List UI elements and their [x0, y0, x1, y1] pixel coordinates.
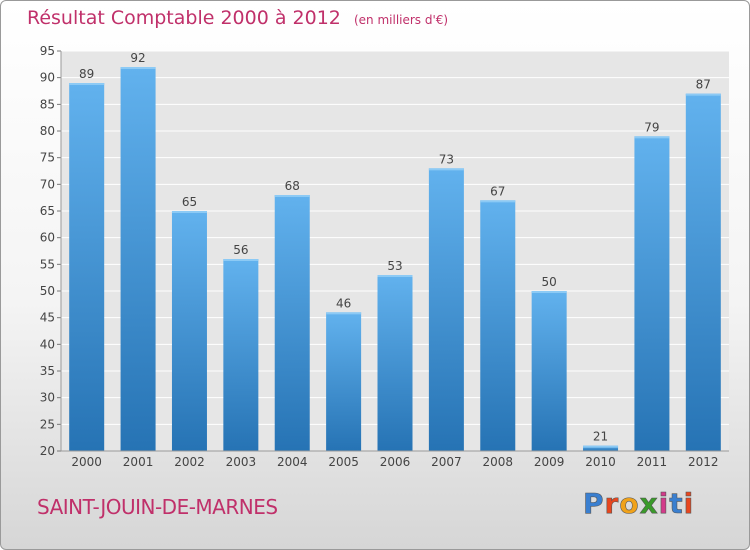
bar-value-label: 46 [336, 296, 351, 310]
bar-top-edge [531, 291, 567, 293]
y-tick-label: 65 [40, 204, 55, 218]
logo-letter: t [669, 487, 684, 521]
y-tick-label: 75 [40, 151, 55, 165]
y-tick-label: 90 [40, 71, 55, 85]
logo-letter: i [683, 487, 695, 521]
bar-top-edge [171, 211, 207, 213]
bar-value-label: 87 [696, 78, 711, 92]
x-tick-label: 2003 [226, 455, 257, 469]
y-tick-label: 30 [40, 391, 55, 405]
y-tick-label: 80 [40, 124, 55, 138]
bar-top-edge [428, 168, 464, 171]
y-tick-label: 85 [40, 97, 55, 111]
x-tick-label: 2006 [380, 455, 411, 469]
x-tick-label: 2012 [688, 455, 719, 469]
x-tick-label: 2011 [637, 455, 668, 469]
x-tick-label: 2009 [534, 455, 565, 469]
x-tick-label: 2002 [174, 455, 205, 469]
logo-letter: P [583, 487, 605, 521]
bar-2009 [531, 291, 567, 451]
y-tick-label: 55 [40, 257, 55, 271]
bar-2001 [120, 67, 156, 451]
y-tick-label: 95 [40, 44, 55, 58]
bar-value-label: 21 [593, 430, 608, 444]
bar-value-label: 67 [490, 184, 505, 198]
bar-top-edge [377, 275, 413, 277]
bar-2000 [69, 83, 105, 451]
bar-2011 [634, 136, 670, 452]
bar-2008 [480, 200, 516, 451]
bar-top-edge [480, 200, 516, 203]
chart-title: Résultat Comptable 2000 à 2012 (en milli… [27, 7, 448, 29]
y-tick-label: 50 [40, 284, 55, 298]
bar-value-label: 53 [387, 259, 402, 273]
bar-2003 [223, 259, 259, 451]
y-tick-label: 25 [40, 417, 55, 431]
x-axis: 2000 2001 2002 2003 2004 2005 2006 2007 2008 2009… [61, 450, 729, 469]
logo-letter: i [658, 487, 670, 521]
commune-name: SAINT-JOUIN-DE-MARNES [37, 495, 278, 519]
bar-top-edge [583, 445, 619, 448]
y-tick-label: 20 [40, 444, 55, 458]
bar-value-label: 79 [644, 120, 659, 134]
y-axis: 20 25 30 35 40 45 50 55 60 65 70 75 80 85 90 95 [40, 44, 62, 458]
bar-top-edge [634, 136, 670, 139]
x-tick-label: 2000 [71, 455, 102, 469]
x-tick-label: 2008 [482, 455, 513, 469]
bar-2007 [428, 168, 464, 452]
y-tick-label: 60 [40, 231, 55, 245]
y-tick-label: 70 [40, 177, 55, 191]
y-tick-label: 45 [40, 311, 55, 325]
bar-2012 [685, 93, 721, 452]
chart-unit-label: (en milliers d'€) [353, 13, 449, 27]
x-tick-label: 2005 [328, 455, 359, 469]
bar-top-edge [326, 312, 362, 315]
proxiti-logo: Proxiti [583, 487, 695, 521]
bar-2004 [274, 195, 310, 451]
bar-top-edge [223, 259, 259, 261]
y-tick-label: 35 [40, 364, 55, 378]
bar-2010 [583, 445, 619, 451]
bar-value-label: 92 [130, 51, 145, 65]
logo-letter: x [639, 487, 659, 521]
bar-top-edge [685, 93, 721, 96]
bar-value-label: 65 [182, 195, 197, 209]
bars: 89 92 65 56 68 46 53 73 67 50 21 79 87 [69, 51, 721, 452]
x-tick-label: 2010 [585, 455, 616, 469]
bar-value-label: 89 [79, 67, 94, 81]
bar-top-edge [120, 67, 156, 69]
y-tick-label: 40 [40, 337, 55, 351]
bar-value-label: 73 [439, 152, 454, 166]
bar-top-edge [274, 195, 310, 197]
x-tick-label: 2001 [123, 455, 154, 469]
logo-letter: o [619, 487, 640, 521]
bar-value-label: 56 [233, 243, 248, 257]
x-tick-label: 2007 [431, 455, 462, 469]
bar-2005 [326, 312, 362, 451]
x-tick-label: 2004 [277, 455, 308, 469]
chart-title-text: Résultat Comptable 2000 à 2012 [27, 7, 341, 29]
bar-value-label: 68 [285, 179, 300, 193]
bar-top-edge [69, 83, 105, 85]
bar-2002 [171, 211, 207, 451]
logo-letter: r [604, 487, 620, 521]
bar-2006 [377, 275, 413, 451]
bar-value-label: 50 [542, 275, 557, 289]
